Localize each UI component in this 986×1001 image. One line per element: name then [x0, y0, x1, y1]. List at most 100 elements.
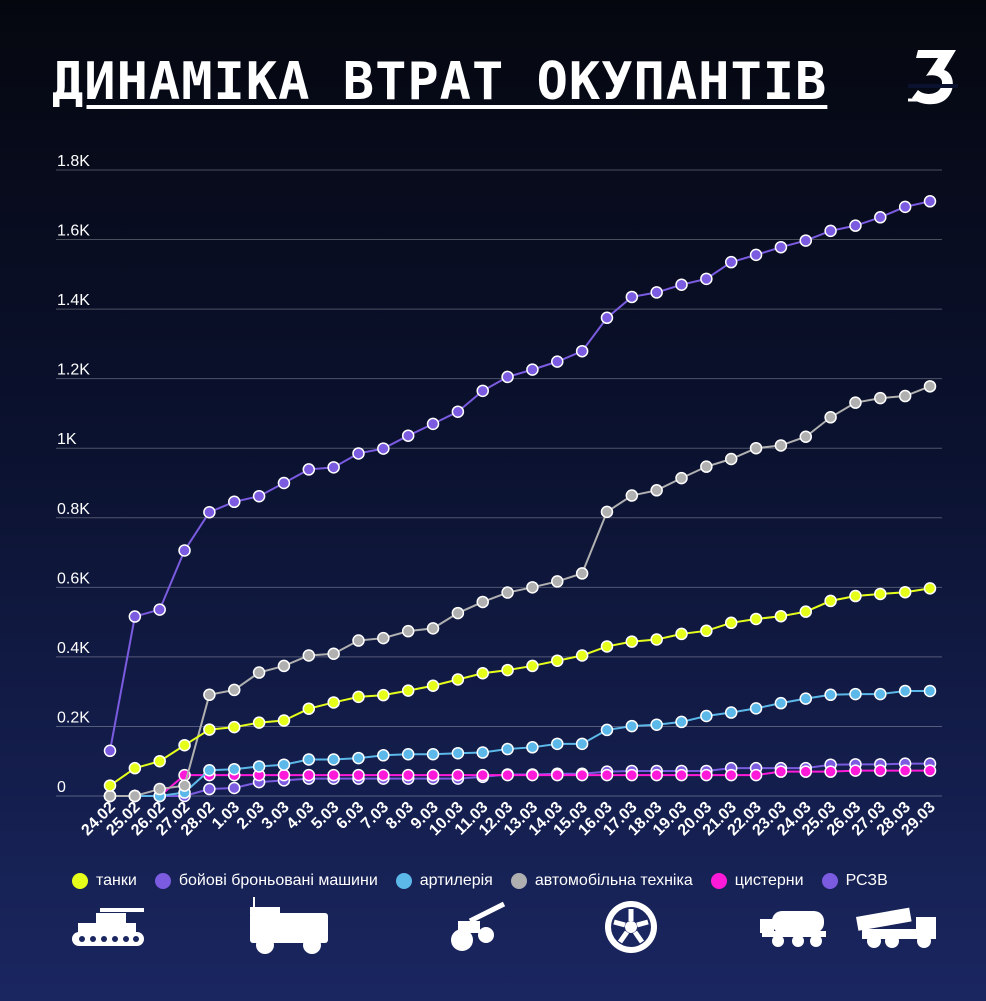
- data-point: [874, 764, 887, 777]
- legend-swatch: [710, 873, 727, 889]
- data-point: [824, 411, 837, 424]
- legend-label: РСЗВ: [845, 872, 888, 889]
- data-point: [874, 391, 887, 405]
- data-point: [923, 380, 937, 393]
- data-point: [153, 754, 166, 768]
- data-point: [849, 589, 862, 603]
- data-point: [724, 255, 738, 269]
- tank-icon: [72, 908, 144, 946]
- data-point: [203, 688, 216, 702]
- data-point: [401, 748, 415, 761]
- data-point: [874, 587, 887, 601]
- data-point: [898, 684, 912, 698]
- legend-label: цистерни: [734, 872, 804, 889]
- data-point: [302, 463, 316, 476]
- data-point: [227, 683, 241, 697]
- artillery-icon: [451, 901, 506, 951]
- chart-legend: танки бойові броньовані машини артилерія ав…: [72, 872, 888, 890]
- data-point: [227, 762, 241, 776]
- data-point: [451, 405, 465, 418]
- data-point: [153, 603, 166, 616]
- data-point: [600, 768, 614, 782]
- data-point: [103, 744, 117, 758]
- data-point: [849, 396, 862, 409]
- data-point: [128, 761, 142, 775]
- data-point: [377, 631, 390, 645]
- data-point: [874, 687, 887, 701]
- data-point: [799, 605, 813, 618]
- data-point: [575, 737, 589, 751]
- data-point: [600, 723, 614, 737]
- data-point: [724, 452, 738, 466]
- data-point: [476, 384, 489, 398]
- data-point: [153, 782, 166, 796]
- data-point: [923, 764, 937, 777]
- data-point: [625, 290, 639, 304]
- data-point: [675, 768, 688, 782]
- data-point: [650, 286, 663, 299]
- data-point: [401, 768, 415, 782]
- data-point: [650, 768, 663, 782]
- legend-label: автомобільна техніка: [534, 872, 693, 889]
- data-point: [749, 702, 763, 715]
- legend-swatch: [154, 873, 171, 889]
- data-point: [302, 768, 316, 782]
- data-point: [551, 355, 564, 368]
- data-point: [724, 706, 738, 719]
- data-point: [575, 567, 589, 580]
- data-point: [799, 430, 813, 443]
- series-line: [109, 587, 931, 787]
- data-point: [824, 224, 837, 238]
- data-point: [749, 768, 763, 782]
- data-point: [327, 696, 340, 709]
- brand-logo: [908, 50, 958, 105]
- data-point: [774, 240, 788, 254]
- data-point: [749, 441, 763, 455]
- data-point: [426, 417, 440, 431]
- data-point: [302, 702, 316, 715]
- data-point: [700, 709, 713, 723]
- data-point: [302, 753, 316, 766]
- data-point: [724, 768, 738, 782]
- data-point: [451, 746, 465, 760]
- data-point: [178, 779, 191, 792]
- data-point: [526, 741, 539, 754]
- legend-label: бойові броньовані машини: [178, 872, 378, 889]
- data-point: [377, 688, 390, 702]
- data-point: [327, 461, 340, 474]
- data-point: [203, 764, 216, 777]
- data-point: [451, 673, 465, 686]
- data-point: [128, 610, 142, 623]
- data-point: [526, 363, 539, 376]
- data-point: [700, 460, 713, 473]
- data-point: [277, 758, 291, 771]
- data-point: [352, 447, 365, 460]
- series-line: [110, 689, 930, 797]
- y-tick-label: 1.8K: [57, 153, 90, 170]
- data-point: [178, 544, 191, 557]
- data-point: [774, 696, 788, 710]
- armored-vehicle-icon: [250, 897, 328, 954]
- legend-item: РСЗВ: [821, 872, 888, 890]
- y-tick-label: 0.2K: [57, 709, 90, 726]
- wheel-icon: [605, 901, 657, 953]
- data-point: [799, 692, 813, 705]
- y-tick-label: 0.4K: [57, 640, 90, 657]
- data-point: [501, 742, 514, 756]
- legend-label: танки: [96, 872, 137, 889]
- data-point: [476, 666, 489, 680]
- data-point: [352, 768, 365, 782]
- data-point: [526, 768, 539, 782]
- data-point: [898, 389, 912, 403]
- data-point: [203, 505, 216, 519]
- tanker-truck-icon: [760, 911, 826, 947]
- data-point: [774, 765, 788, 778]
- data-point: [675, 715, 688, 729]
- data-point: [774, 439, 788, 452]
- data-point: [252, 716, 266, 729]
- data-point: [526, 581, 539, 594]
- data-point: [600, 311, 614, 325]
- data-point: [898, 585, 912, 599]
- legend-item: бойові броньовані машини: [154, 872, 378, 890]
- data-point: [551, 737, 564, 751]
